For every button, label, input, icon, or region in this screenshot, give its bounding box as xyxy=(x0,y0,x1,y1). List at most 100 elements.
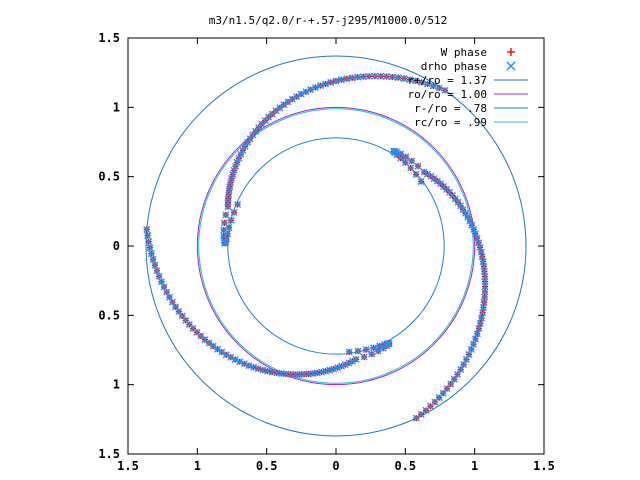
drho-phase-stroke xyxy=(481,293,489,301)
drho-phase-point xyxy=(481,288,489,296)
drho-phase-point xyxy=(407,164,415,172)
circle-r-0_99 xyxy=(198,108,474,384)
drho-phase-stroke xyxy=(345,359,353,367)
drho-phase-point xyxy=(377,72,385,80)
drho-phase-stroke xyxy=(249,131,257,139)
drho-phase-stroke xyxy=(470,340,477,348)
drho-phase-stroke xyxy=(244,139,252,147)
drho-phase-stroke xyxy=(245,362,253,370)
drho-phase-stroke xyxy=(343,75,351,83)
drho-phase-stroke xyxy=(393,148,401,156)
drho-phase-point xyxy=(418,78,426,86)
drho-phase-stroke xyxy=(205,339,213,347)
drho-phase-stroke xyxy=(220,226,228,234)
drho-phase-stroke xyxy=(237,150,245,158)
drho-phase-stroke xyxy=(480,298,488,306)
drho-phase-point xyxy=(172,303,180,311)
drho-phase-point xyxy=(412,77,420,85)
drho-phase-point xyxy=(345,348,353,356)
drho-phase-point xyxy=(414,162,422,170)
drho-phase-stroke xyxy=(408,157,416,165)
drho-phase-point xyxy=(441,86,449,94)
drho-phase-stroke xyxy=(362,346,370,354)
drho-phase-point xyxy=(249,131,257,139)
drho-phase-point xyxy=(461,209,469,217)
drho-phase-point xyxy=(246,135,254,143)
drho-phase-stroke xyxy=(234,201,242,209)
drho-phase-point xyxy=(332,77,340,85)
drho-phase-point xyxy=(312,84,320,92)
legend-label: rc/ro = .99 xyxy=(414,116,487,129)
x-tick-label: 0.5 xyxy=(256,459,278,473)
drho-phase-stroke xyxy=(201,336,209,344)
drho-phase-point xyxy=(382,73,390,81)
drho-phase-point xyxy=(376,342,384,350)
drho-phase-point xyxy=(401,159,409,167)
y-tick-label: 0.5 xyxy=(98,308,120,322)
drho-phase-stroke xyxy=(462,356,470,364)
drho-phase-point xyxy=(145,238,153,246)
drho-phase-stroke xyxy=(476,319,484,327)
drho-phase-point xyxy=(239,146,247,154)
drho-phase-stroke xyxy=(209,342,217,350)
drho-phase-stroke xyxy=(481,283,489,291)
drho-phase-point xyxy=(472,335,479,343)
drho-phase-stroke xyxy=(473,330,481,338)
drho-phase-stroke xyxy=(441,86,449,94)
drho-phase-point xyxy=(417,178,425,186)
drho-phase-point xyxy=(349,357,357,365)
drho-phase-stroke xyxy=(160,283,168,291)
drho-phase-point xyxy=(244,139,252,147)
drho-phase-stroke xyxy=(143,225,151,233)
drho-phase-stroke xyxy=(407,164,415,172)
drho-phase-stroke xyxy=(240,360,248,368)
drho-phase-point xyxy=(341,361,349,369)
drho-phase-stroke xyxy=(397,154,405,162)
drho-phase-point xyxy=(214,345,222,353)
legend-marker-drho xyxy=(506,61,516,71)
drho-phase-stroke xyxy=(178,312,186,320)
drho-phase-stroke xyxy=(182,316,190,324)
drho-phase-point xyxy=(345,359,353,367)
drho-phase-stroke xyxy=(473,234,481,242)
drho-phase-stroke xyxy=(153,267,161,275)
drho-phase-point xyxy=(237,150,245,158)
drho-phase-point xyxy=(368,350,376,358)
drho-phase-stroke xyxy=(224,203,232,211)
drho-phase-point xyxy=(381,340,388,348)
drho-phase-stroke xyxy=(475,325,483,333)
drho-phase-point xyxy=(476,319,484,327)
drho-phase-stroke xyxy=(246,135,254,143)
drho-phase-stroke xyxy=(312,84,320,92)
drho-phase-stroke xyxy=(359,73,367,81)
drho-phase-stroke xyxy=(467,345,475,353)
drho-phase-stroke xyxy=(424,80,432,88)
drho-phase-point xyxy=(231,356,239,364)
drho-phase-point xyxy=(175,308,183,316)
drho-phase-stroke xyxy=(354,73,362,81)
drho-phase-point xyxy=(163,288,171,296)
drho-phase-stroke xyxy=(349,357,357,365)
drho-phase-point xyxy=(465,350,473,358)
drho-phase-point xyxy=(402,153,410,161)
drho-phase-stroke xyxy=(424,170,432,178)
drho-phase-point xyxy=(245,362,253,370)
drho-phase-stroke xyxy=(230,166,238,174)
drho-phase-point xyxy=(143,225,151,233)
drho-phase-stroke xyxy=(418,78,426,86)
drho-phase-point xyxy=(307,86,315,94)
drho-phase-stroke xyxy=(388,73,396,81)
drho-phase-stroke xyxy=(401,159,409,167)
drho-phase-point xyxy=(435,84,443,92)
drho-phase-point xyxy=(400,75,408,83)
drho-phase-stroke xyxy=(147,250,155,258)
x-tick-label: 1.5 xyxy=(533,459,555,473)
drho-phase-stroke xyxy=(412,170,420,178)
drho-phase-stroke xyxy=(450,375,458,383)
legend-label: r-/ro = .78 xyxy=(414,102,487,115)
drho-phase-point xyxy=(334,364,342,372)
drho-phase-stroke xyxy=(222,211,230,219)
drho-phase-stroke xyxy=(466,217,474,225)
drho-phase-stroke xyxy=(468,221,476,229)
